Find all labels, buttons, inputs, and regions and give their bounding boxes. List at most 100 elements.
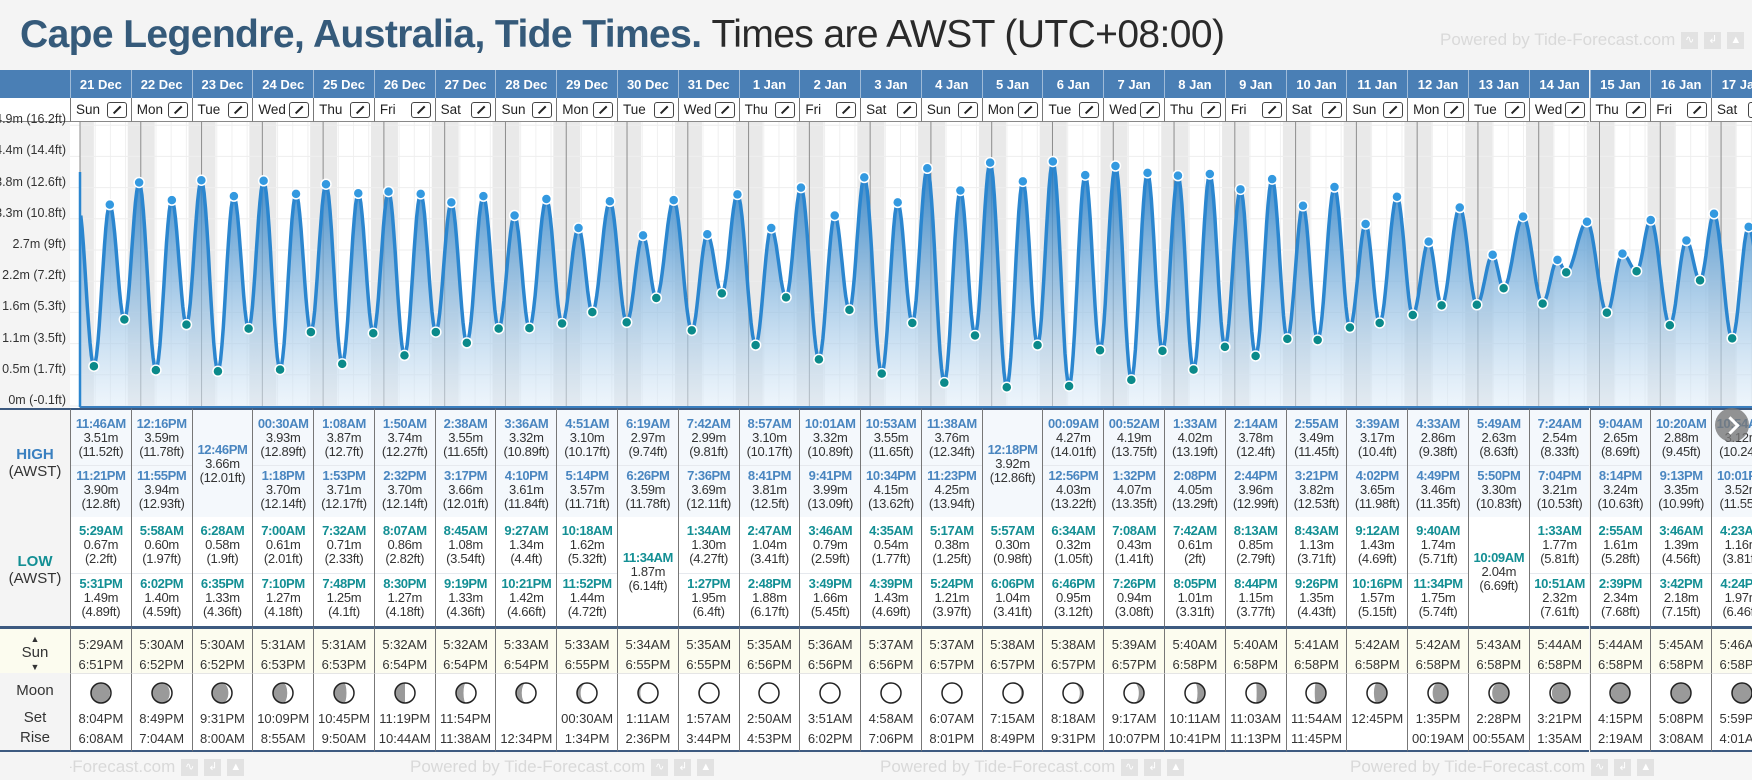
date-header[interactable]: 11 Jan [1346,70,1408,98]
high-tide-entry: 00:52AM 4.19m (13.75ft) [1104,414,1164,462]
date-header[interactable]: 6 Jan [1042,70,1104,98]
date-header[interactable]: 1 Jan [738,70,800,98]
moonset-time: 9:17AM [1111,711,1157,726]
date-header[interactable]: 4 Jan [920,70,982,98]
expand-day-icon[interactable] [289,101,310,118]
tide-height-m: 3.82m [1299,481,1334,497]
next-days-button[interactable] [1715,408,1749,442]
sunset-time: 6:56PM [868,657,914,672]
date-header[interactable]: 26 Dec [373,70,435,98]
date-header[interactable]: 14 Jan [1528,70,1590,98]
low-tide-point [1249,350,1262,362]
low-tide-entry: 6:28AM 0.58m (1.9ft) [193,521,253,569]
expand-day-icon[interactable] [775,101,796,118]
date-header[interactable]: 30 Dec [617,70,678,98]
date-header[interactable]: 10 Jan [1285,70,1347,98]
date-header[interactable]: 31 Dec [677,70,739,98]
date-header[interactable]: 17 Jan [1711,70,1752,98]
moonset-time: 1:57AM [686,711,732,726]
expand-day-icon[interactable] [471,101,492,118]
tide-height-ft: (4.89ft) [81,604,121,619]
day-of-week: Fri [805,102,822,117]
tide-height-m: 1.35m [1299,590,1334,605]
low-tide-point [1125,374,1138,386]
low-tide-point [749,339,762,351]
expand-day-icon[interactable] [1383,101,1404,118]
moonrise-time: 1:34PM [564,731,610,746]
moonset-time: 5:59PM [1719,711,1752,726]
tide-time: 10:16PM [1352,576,1403,591]
tide-height-ft: (10.53ft) [1536,495,1583,511]
expand-day-icon[interactable] [1200,101,1221,118]
expand-day-icon[interactable] [1565,101,1586,118]
date-header[interactable]: 16 Jan [1650,70,1712,98]
expand-day-icon[interactable] [1504,101,1525,118]
tide-height-ft: (3.41ft) [750,551,789,566]
date-header[interactable]: 3 Jan [860,70,921,98]
date-header[interactable]: 5 Jan [981,70,1043,98]
moonrise-time: 10:44AM [378,731,431,746]
low-tide-entry: 3:46AM 0.79m (2.59ft) [800,521,860,569]
date-header[interactable]: 27 Dec [434,70,496,98]
expand-day-icon[interactable] [410,101,431,118]
date-header[interactable]: 24 Dec [252,70,314,98]
expand-day-icon[interactable] [957,101,978,118]
expand-day-icon[interactable] [896,101,917,118]
low-tide-point [430,326,442,338]
expand-day-icon[interactable] [1261,101,1282,118]
expand-day-icon[interactable] [1443,101,1464,118]
expand-day-icon[interactable] [106,101,127,118]
low-tide-point [492,322,505,335]
date-header[interactable]: 12 Jan [1407,70,1468,98]
expand-day-icon[interactable] [1687,101,1708,118]
date-header[interactable]: 2 Jan [799,70,861,98]
expand-day-icon[interactable] [836,101,857,118]
wave-logo-icon: ∿ [1591,758,1609,776]
date-header[interactable]: 21 Dec [70,70,131,98]
expand-day-icon[interactable] [653,101,674,118]
expand-day-icon[interactable] [349,101,370,118]
date-header[interactable]: 23 Dec [191,70,253,98]
tide-time: 2:38AM [443,415,488,431]
day-of-week: Mon [987,102,1014,117]
expand-day-icon[interactable] [532,101,553,118]
moon-cell: 11:19PM 10:44AM [373,673,435,752]
expand-day-icon[interactable] [228,101,249,118]
date-header[interactable]: 25 Dec [313,70,374,98]
expand-day-icon[interactable] [1140,101,1161,118]
high-tide-point [1551,254,1564,266]
moon-cell: 10:45PM 9:50AM [313,673,374,752]
date-header[interactable]: 7 Jan [1103,70,1165,98]
date-header[interactable]: 9 Jan [1224,70,1286,98]
day-of-week: Sat [866,102,887,117]
date-header[interactable]: 22 Dec [130,70,192,98]
sunrise-time: 5:30AM [200,637,245,652]
tide-height-ft: (13.29ft) [1172,495,1218,511]
tide-time: 3:46AM [808,523,853,538]
date-header[interactable]: 8 Jan [1164,70,1225,98]
moon-cell: 4:15PM 2:19AM [1589,673,1651,752]
expand-day-icon[interactable] [1322,101,1343,118]
date-header[interactable]: 15 Jan [1589,70,1651,98]
high-tide-point [290,188,302,200]
tide-height-m: 3.49m [1299,429,1334,445]
expand-day-icon[interactable] [167,101,188,118]
expand-day-icon[interactable] [593,101,613,118]
tide-height-ft: (4.66ft) [506,604,546,619]
expand-day-icon[interactable] [1079,101,1100,118]
date-header[interactable]: 13 Jan [1467,70,1529,98]
low-tide-entry: 7:10PM 1.27m (4.18ft) [253,573,314,622]
tide-height-ft: (11.65ft) [443,443,488,459]
date-header[interactable]: 28 Dec [495,70,557,98]
day-column: 9 Jan Fri 2:14AM 3.78m (12.4ft) 2:44PM 3.96m… [1224,70,1286,752]
expand-day-icon[interactable] [1626,101,1647,118]
date-header[interactable]: 29 Dec [556,70,617,98]
expand-day-icon[interactable] [1018,101,1039,118]
tide-height-ft: (2.79ft) [1236,551,1276,566]
expand-day-icon[interactable] [1747,101,1752,118]
low-tides-cell: 7:42AM 0.61m (2ft) 8:05PM 1.01m (3.31ft) [1164,517,1225,626]
tide-height-m: 3.92m [995,455,1030,471]
expand-day-icon[interactable] [714,101,735,118]
sunset-time: 6:53PM [321,657,367,672]
high-tide-entry: 8:41PM 3.81m (12.5ft) [739,464,800,514]
